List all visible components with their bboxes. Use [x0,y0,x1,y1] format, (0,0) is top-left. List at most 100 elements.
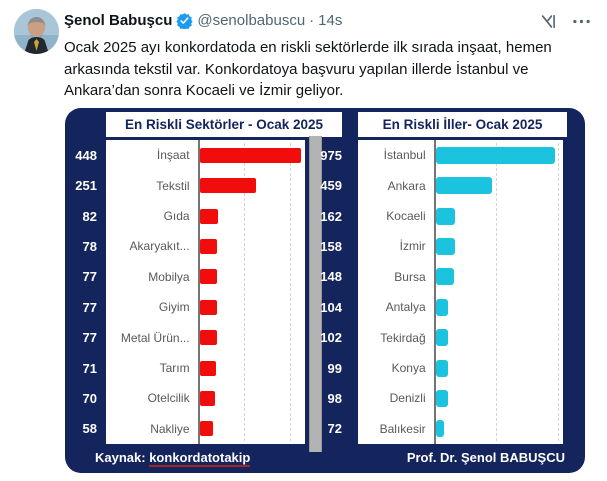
bar [199,299,218,315]
post-text-line: arkasında tekstil var. Konkordatoya başv… [64,60,529,78]
chart-row: Bursa [358,261,563,293]
more-options-icon[interactable] [572,13,591,30]
bar-track [197,413,305,445]
category-label: Akaryakıt... [129,239,190,254]
bar-track [197,383,305,414]
values-column-sectors: 448 251 82 78 77 77 77 71 70 58 [65,140,103,444]
bar-track [197,231,305,262]
bar [435,389,448,407]
credit-caption: Prof. Dr. Şenol BABUŞCU [406,450,565,465]
values-column-cities: 975 459 162 158 148 104 102 99 98 72 [320,140,348,444]
bar [435,207,456,225]
chart-row: Otelcilik [106,383,305,414]
category-label: Nakliye [150,421,190,436]
bar [199,178,257,194]
avatar[interactable] [14,9,59,54]
category-label: Mobilya [148,269,190,284]
category-label: Balıkesir [379,421,426,436]
gridline [495,143,497,441]
category-label: Otelcilik [147,391,190,406]
chart-row: İzmir [358,231,563,262]
chart-row: Metal Ürün... [106,322,305,353]
grok-icon[interactable] [540,13,557,30]
post-timestamp[interactable]: 14s [318,12,343,29]
post-text: Ocak 2025 ayı konkordatoda en riskli sek… [64,37,584,102]
bar [435,329,449,347]
bar [435,268,454,286]
category-label: Tarım [159,361,190,376]
bar [435,177,492,195]
bar-track [433,200,563,232]
category-label: Denizli [389,391,426,406]
source-prefix: Kaynak: [95,450,150,465]
post-text-line: Ankara’dan sonra Kocaeli ve İzmir geliyo… [64,82,344,99]
chart-row: Tekstil [106,170,305,201]
plot-area-cities: İstanbul Ankara Kocaeli İzmir Bursa Antalya Te… [358,140,563,445]
value-label: 78 [82,238,97,254]
bar [435,146,556,164]
post-image-chart-card[interactable]: En Riskli Sektörler - Ocak 2025 En Riskl… [65,108,585,473]
category-label: Ankara [387,178,426,193]
bar-track [433,231,563,262]
bar [435,298,449,316]
bar-track [433,383,563,414]
avatar-photo [14,9,59,54]
gridline [243,143,245,441]
source-caption: Kaynak: konkordatotakip [95,450,251,467]
chart-row: Giyim [106,292,305,323]
bar-track [197,322,305,353]
author-handle[interactable]: @senolbabuscu [197,12,306,29]
chart-row: Tekirdağ [358,322,563,353]
chart-row: Konya [358,352,563,384]
bar [199,330,218,346]
chart-row: İstanbul [358,140,563,171]
category-label: İnşaat [156,148,190,163]
chart-row: Kocaeli [358,200,563,232]
value-label: 77 [82,299,97,315]
separator-dot: · [309,12,315,29]
bar [199,421,213,437]
chart-row: Akaryakıt... [106,231,305,262]
bar-track [197,352,305,384]
bar-track [433,352,563,384]
bar-track [197,261,305,293]
post-text-line: Ocak 2025 ayı konkordatoda en riskli sek… [64,39,552,56]
category-label: Giyim [158,300,190,315]
bar [435,237,455,255]
chart-title-cities: En Riskli İller- Ocak 2025 [358,112,567,137]
bar-track [433,322,563,353]
category-label: İstanbul [383,148,426,163]
bar-track [197,140,305,171]
value-label: 82 [82,208,97,224]
value-label: 459 [320,178,342,194]
category-label: Tekirdağ [380,330,426,345]
bar [199,269,218,285]
value-label: 158 [320,238,342,254]
value-label: 77 [82,269,97,285]
value-label: 98 [327,390,342,406]
value-label: 448 [75,147,97,163]
bar [435,359,448,377]
bar [199,208,219,224]
author-name[interactable]: Şenol Babuşcu [64,12,173,29]
category-label: Antalya [385,300,426,315]
value-label: 70 [82,390,97,406]
gridline [289,143,291,441]
category-label: Tekstil [156,178,190,193]
bar-track [433,140,563,171]
bar-track [433,170,563,201]
category-label: Gıda [163,209,190,224]
bar-track [197,170,305,201]
category-label: Kocaeli [386,209,426,224]
scrollbar-divider [309,136,322,452]
post-actions [540,13,591,30]
chart-row: İnşaat [106,140,305,171]
category-label: Metal Ürün... [120,330,190,345]
value-label: 102 [320,330,342,346]
bar-track [433,292,563,323]
bar-track [197,200,305,232]
post-header: Şenol Babuşcu @senolbabuscu · 14s [64,12,342,29]
gridline [558,143,560,441]
category-label: İzmir [399,239,426,254]
